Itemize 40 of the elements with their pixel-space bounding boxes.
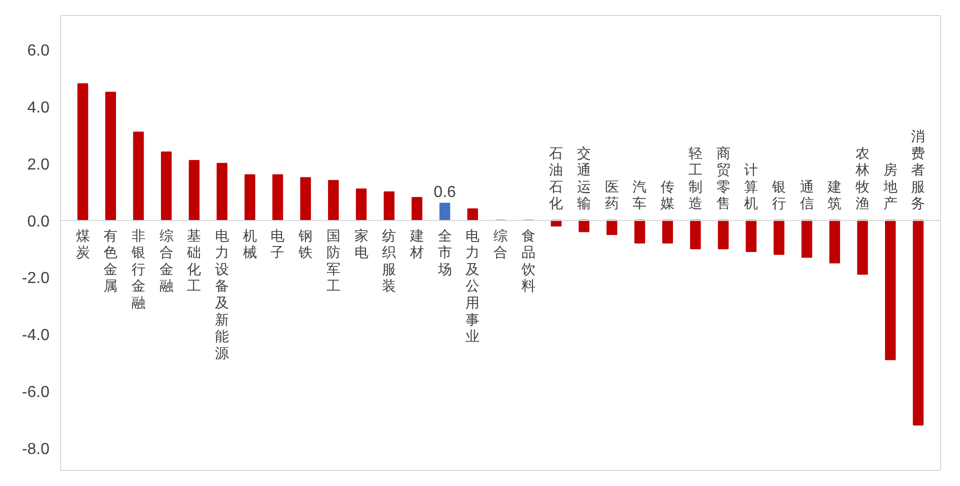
x-tick-label: 汽车 (632, 179, 647, 212)
x-tick-label: 石油石化 (549, 146, 564, 212)
y-tick-label: -4.0 (22, 327, 50, 344)
y-tick-label: 6.0 (27, 42, 50, 60)
x-tick-label: 综合 (494, 228, 508, 262)
x-tick-label: 房地产 (882, 162, 898, 212)
x-tick-label: 农林牧渔 (854, 146, 870, 212)
x-tick-label: 综合金融 (159, 228, 174, 295)
x-tick-label: 轻工制造 (688, 146, 702, 212)
x-tick-label: 电子 (270, 228, 285, 262)
x-tick-label: 电力设备及新能源 (215, 228, 230, 362)
x-tick-label: 医药 (604, 179, 619, 212)
x-tick-label: 商贸零售 (716, 146, 730, 212)
x-tick-label: 计算机 (744, 162, 758, 212)
y-tick-label: -6.0 (22, 384, 50, 401)
x-tick-label: 机械 (242, 228, 257, 262)
y-tick-label: 2.0 (27, 156, 50, 174)
x-tick-label: 食品饮料 (520, 228, 536, 295)
x-tick-label: 传媒 (660, 179, 675, 212)
x-tick-label: 纺织服装 (382, 228, 396, 295)
x-tick-label: 建筑 (826, 179, 842, 212)
x-tick-label: 家电 (354, 228, 368, 262)
x-tick-label: 交通运输 (577, 146, 592, 212)
x-tick-label: 全市场 (436, 228, 452, 278)
x-tick-label: 建材 (408, 228, 424, 262)
x-tick-label: 基础化工 (186, 228, 202, 295)
x-tick-label: 通信 (800, 179, 814, 212)
x-tick-label: 银行 (770, 179, 786, 212)
x-tick-label: 非银行金融 (130, 228, 146, 312)
y-tick-label: -8.0 (22, 440, 50, 458)
data-label: 0.6 (434, 184, 456, 202)
y-tick-label: 4.0 (27, 100, 50, 116)
x-tick-label: 钢铁 (298, 228, 313, 262)
x-tick-label: 消费者服务 (911, 129, 926, 212)
x-tick-label: 国防军工 (326, 228, 340, 295)
y-tick-label: 0.0 (27, 213, 50, 230)
y-tick-label: -2.0 (22, 270, 50, 288)
x-tick-label: 煤炭 (76, 228, 90, 262)
x-tick-label: 有色金属 (104, 228, 118, 295)
x-tick-label: 电力及公用事业 (466, 228, 480, 346)
